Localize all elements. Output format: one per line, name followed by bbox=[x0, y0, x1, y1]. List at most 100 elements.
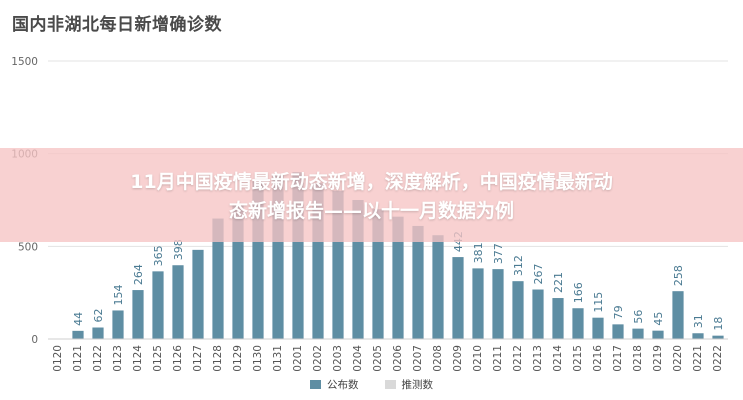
x-tick-label: 0205 bbox=[372, 345, 384, 372]
bar bbox=[372, 209, 384, 339]
bar bbox=[672, 291, 684, 339]
x-tick-label: 0121 bbox=[72, 345, 84, 372]
legend-label-estimated: 推测数 bbox=[401, 379, 434, 391]
legend-swatch-published bbox=[310, 380, 321, 389]
data-label: 115 bbox=[592, 292, 605, 313]
bar bbox=[512, 281, 524, 339]
data-label: 62 bbox=[92, 309, 105, 323]
data-label: 267 bbox=[532, 264, 545, 285]
headline-line-2: 态新增报告——以十一月数据为例 bbox=[228, 200, 514, 222]
x-tick-label: 0202 bbox=[312, 345, 324, 372]
bar bbox=[492, 269, 504, 339]
bar bbox=[292, 172, 304, 339]
bar bbox=[532, 289, 544, 339]
x-tick-label: 0218 bbox=[632, 345, 644, 372]
data-label: 45 bbox=[652, 312, 665, 326]
bar bbox=[72, 330, 84, 339]
bar bbox=[152, 271, 164, 339]
bar bbox=[712, 335, 724, 339]
bar bbox=[192, 249, 204, 339]
bar bbox=[92, 327, 104, 339]
data-label: 18 bbox=[712, 317, 725, 331]
data-label: 264 bbox=[132, 264, 145, 285]
chart-legend: 公布数 推测数 bbox=[0, 377, 743, 392]
x-tick-label: 0127 bbox=[192, 345, 204, 372]
data-label: 56 bbox=[632, 310, 645, 324]
x-tick-label: 0130 bbox=[252, 345, 264, 372]
data-label: 79 bbox=[612, 305, 625, 319]
x-tick-label: 0209 bbox=[452, 345, 464, 372]
article-headline[interactable]: 11月中国疫情最新动态新增，深度解析，中国疫情最新动 态新增报告——以十一月数据… bbox=[10, 168, 733, 226]
x-tick-label: 0203 bbox=[332, 345, 344, 372]
data-label: 258 bbox=[672, 265, 685, 286]
bar bbox=[592, 317, 604, 339]
x-tick-label: 0206 bbox=[392, 345, 404, 372]
x-tick-label: 0124 bbox=[132, 345, 144, 372]
legend-item-estimated: 推测数 bbox=[384, 377, 434, 392]
y-tick-label: 0 bbox=[31, 334, 38, 346]
data-label: 166 bbox=[572, 282, 585, 303]
x-tick-label: 0215 bbox=[572, 345, 584, 372]
data-label: 365 bbox=[152, 245, 165, 266]
x-tick-label: 0123 bbox=[112, 345, 124, 372]
bar bbox=[252, 181, 264, 339]
bar bbox=[692, 333, 704, 339]
bar bbox=[552, 298, 564, 339]
legend-swatch-estimated bbox=[384, 380, 396, 389]
x-tick-label: 0214 bbox=[552, 345, 564, 372]
data-label: 44 bbox=[72, 312, 85, 326]
x-tick-label: 0129 bbox=[232, 345, 244, 372]
x-tick-label: 0222 bbox=[712, 345, 724, 372]
article-headline-banner[interactable]: 11月中国疫情最新动态新增，深度解析，中国疫情最新动 态新增报告——以十一月数据… bbox=[0, 148, 743, 242]
bar bbox=[272, 174, 284, 339]
bar bbox=[212, 218, 224, 339]
x-tick-label: 0219 bbox=[652, 345, 664, 372]
x-tick-label: 0128 bbox=[212, 345, 224, 372]
bar bbox=[352, 200, 364, 339]
headline-line-1: 11月中国疫情最新动态新增，深度解析，中国疫情最新动 bbox=[130, 171, 613, 193]
x-tick-label: 0208 bbox=[432, 345, 444, 372]
chart-title: 国内非湖北每日新增确诊数 bbox=[12, 15, 222, 35]
bar bbox=[412, 225, 424, 339]
x-tick-label: 0122 bbox=[92, 345, 104, 372]
bar bbox=[572, 308, 584, 339]
legend-item-published: 公布数 bbox=[310, 377, 359, 392]
x-tick-label: 0216 bbox=[592, 345, 604, 372]
x-tick-label: 0131 bbox=[272, 345, 284, 372]
bar bbox=[112, 310, 124, 339]
x-tick-label: 0217 bbox=[612, 345, 624, 372]
bar bbox=[432, 235, 444, 339]
x-tick-label: 0204 bbox=[352, 345, 364, 372]
y-tick-label: 1500 bbox=[11, 56, 38, 68]
data-label: 381 bbox=[472, 242, 485, 263]
x-tick-label: 0211 bbox=[492, 345, 504, 372]
x-tick-label: 0212 bbox=[512, 345, 524, 372]
x-tick-label: 0220 bbox=[672, 345, 684, 372]
data-label: 31 bbox=[692, 314, 705, 328]
x-tick-label: 0120 bbox=[52, 345, 64, 372]
x-tick-label: 0125 bbox=[152, 345, 164, 372]
data-label: 398 bbox=[172, 239, 185, 260]
x-tick-label: 0213 bbox=[532, 345, 544, 372]
bar bbox=[132, 290, 144, 339]
data-label: 154 bbox=[112, 284, 125, 305]
x-tick-label: 0210 bbox=[472, 345, 484, 372]
bar bbox=[392, 216, 404, 339]
bar bbox=[652, 330, 664, 339]
x-tick-label: 0207 bbox=[412, 345, 424, 372]
data-label: 377 bbox=[492, 243, 505, 264]
bar bbox=[632, 328, 644, 339]
bar bbox=[312, 183, 324, 339]
y-tick-label: 500 bbox=[18, 241, 38, 253]
x-tick-label: 0126 bbox=[172, 345, 184, 372]
bar bbox=[232, 205, 244, 339]
bar bbox=[612, 324, 624, 339]
bar bbox=[472, 268, 484, 339]
data-label: 221 bbox=[552, 272, 565, 293]
x-tick-label: 0201 bbox=[292, 345, 304, 372]
bar bbox=[332, 190, 344, 339]
data-label: 312 bbox=[512, 255, 525, 276]
bar bbox=[452, 257, 464, 339]
bar bbox=[172, 265, 184, 339]
